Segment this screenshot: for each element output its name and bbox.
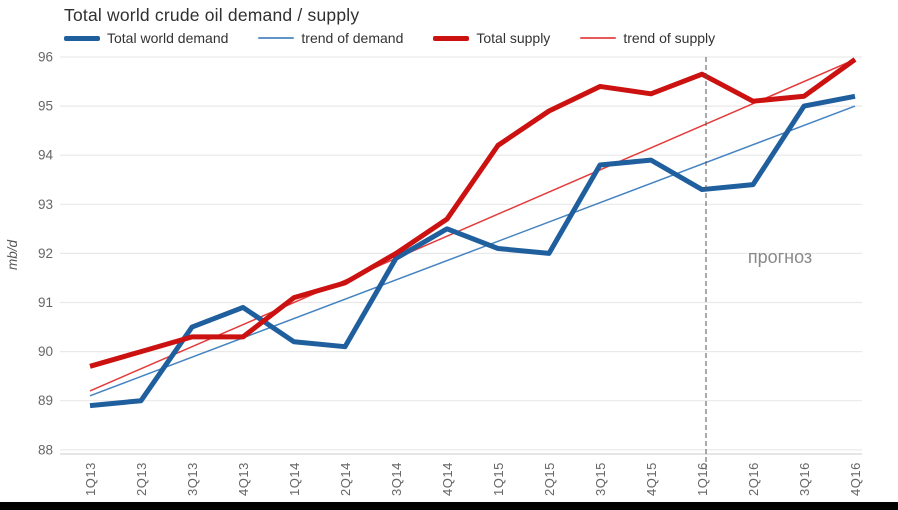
x-tick-label: 4Q13	[236, 462, 251, 496]
y-tick-label: 88	[38, 442, 53, 457]
series-line-trend-of-demand	[89, 105, 856, 397]
x-tick-label: 2Q15	[542, 462, 557, 496]
y-tick-label: 89	[38, 393, 53, 408]
x-tick-label: 1Q16	[695, 462, 710, 496]
y-tick-label: 94	[38, 148, 54, 163]
bottom-bar	[0, 502, 898, 510]
y-axis-label: mb/d	[5, 240, 20, 271]
legend-label: Total world demand	[107, 30, 229, 46]
x-tick-label: 3Q16	[797, 462, 812, 496]
y-tick-label: 95	[38, 99, 53, 114]
x-tick-label: 4Q14	[440, 462, 455, 496]
legend: Total world demand trend of demand Total s…	[64, 30, 715, 46]
legend-item-total-supply: Total supply	[433, 30, 550, 46]
legend-swatch-thin-line	[580, 37, 617, 39]
y-tick-label: 96	[38, 50, 53, 65]
y-tick-label: 92	[38, 246, 53, 261]
x-tick-label: 2Q14	[338, 462, 353, 496]
legend-label: trend of supply	[623, 30, 716, 46]
legend-swatch-thick-line	[64, 35, 100, 41]
x-tick-label: 1Q15	[491, 462, 506, 496]
legend-item-trend-of-supply: trend of supply	[580, 30, 715, 46]
x-tick-label: 2Q13	[134, 462, 149, 496]
chart-title: Total world crude oil demand / supply	[64, 5, 360, 25]
x-tick-label: 1Q14	[287, 462, 302, 496]
series-line-trend-of-supply	[89, 58, 856, 392]
x-tick-label: 2Q16	[746, 462, 761, 496]
y-tick-label: 90	[38, 344, 53, 359]
x-tick-label: 3Q15	[593, 462, 608, 496]
y-tick-label: 93	[38, 197, 53, 212]
x-tick-label: 4Q15	[644, 462, 659, 496]
series-line-total-supply	[89, 57, 857, 369]
x-tick-label: 4Q16	[848, 462, 863, 496]
series-line-total-world-demand	[89, 93, 856, 409]
legend-item-trend-of-demand: trend of demand	[258, 30, 403, 46]
y-tick-label: 91	[38, 295, 53, 310]
legend-swatch-thick-line	[433, 35, 470, 41]
legend-swatch-thin-line	[258, 37, 295, 39]
legend-label: Total supply	[476, 30, 551, 46]
x-tick-label: 3Q14	[389, 462, 404, 496]
legend-item-total-world-demand: Total world demand	[64, 30, 228, 46]
x-tick-label: 1Q13	[83, 462, 98, 496]
x-tick-label: 3Q13	[185, 462, 200, 496]
legend-label: trend of demand	[301, 30, 404, 46]
forecast-label: прогноз	[748, 247, 812, 267]
